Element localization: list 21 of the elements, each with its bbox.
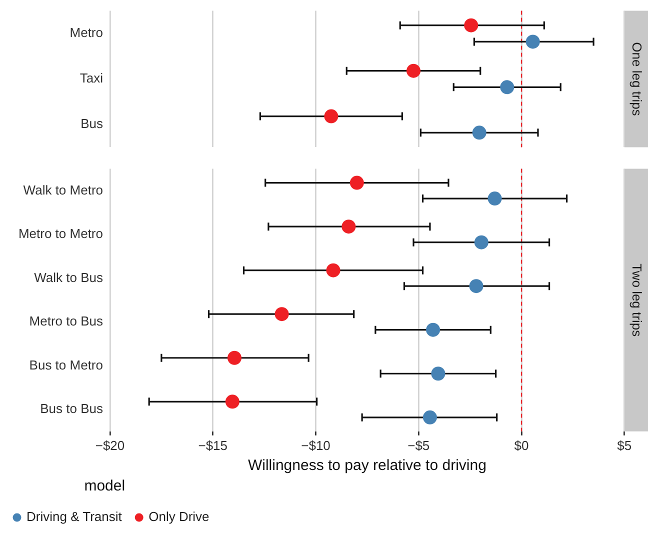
x-tick-label: −$5	[408, 438, 430, 453]
y-tick-label: Bus to Bus	[40, 401, 104, 416]
y-tick-label: Walk to Metro	[23, 182, 103, 198]
x-tick-label: −$10	[301, 438, 330, 453]
x-tick-label: −$20	[95, 438, 125, 453]
y-tick-label: Walk to Bus	[34, 270, 104, 285]
y-tick-label: Bus	[80, 116, 104, 132]
y-tick-label: Metro to Bus	[29, 314, 104, 329]
y-tick-label: Metro to Metro	[18, 226, 103, 242]
legend-title: model	[84, 478, 126, 495]
y-tick-label: Taxi	[80, 70, 104, 86]
y-tick-label: Metro	[70, 25, 103, 40]
x-tick-label: −$15	[198, 438, 228, 453]
legend-label: Driving & Transit	[26, 509, 122, 524]
x-tick-label: $0	[514, 438, 529, 453]
text: One leg trips	[630, 42, 645, 116]
y-tick-label: Bus to Metro	[29, 357, 103, 372]
text: Two leg trips	[630, 264, 645, 338]
x-axis-title: Willingness to pay relative to driving	[248, 457, 486, 474]
x-tick-label: $5	[617, 438, 632, 453]
legend-label: Only Drive	[148, 509, 210, 524]
